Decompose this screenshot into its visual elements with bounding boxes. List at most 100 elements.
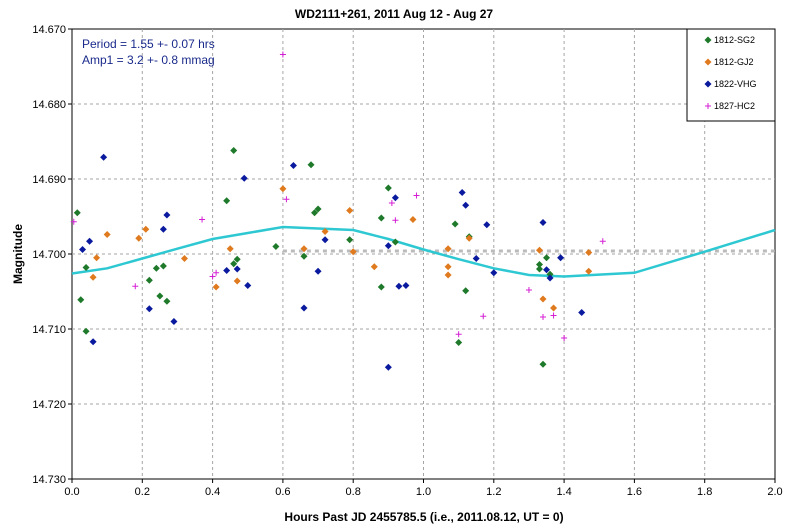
data-point-1812-gj2 <box>535 246 543 254</box>
data-point-1822-vhg <box>100 153 108 161</box>
data-point-1827-hc2 <box>70 218 77 225</box>
fit-curve-line <box>71 225 776 278</box>
data-point-1812-sg2 <box>82 264 90 271</box>
data-point-1812-gj2 <box>346 207 354 214</box>
series-1812-gj2 <box>89 185 593 312</box>
data-point-1822-vhg <box>244 282 252 289</box>
data-point-1812-sg2 <box>377 283 385 291</box>
data-point-1812-sg2 <box>159 262 167 270</box>
data-point-1827-hc2 <box>540 314 547 320</box>
data-point-1812-sg2 <box>230 260 238 268</box>
legend-marker-1812-sg2 <box>704 36 712 44</box>
data-point-1812-sg2 <box>223 197 231 205</box>
data-point-1822-vhg <box>86 237 94 245</box>
data-point-1822-vhg <box>314 267 322 275</box>
data-point-1812-sg2 <box>163 297 171 305</box>
data-point-1822-vhg <box>289 162 297 169</box>
data-point-1822-vhg <box>490 269 498 277</box>
data-point-1812-sg2 <box>543 254 551 262</box>
data-point-1827-hc2 <box>480 313 487 320</box>
data-point-1822-vhg <box>395 282 403 290</box>
data-point-1812-sg2 <box>311 209 319 217</box>
data-point-1812-sg2 <box>535 261 543 268</box>
data-point-1822-vhg <box>145 305 153 313</box>
x-tick-label: 1.6 <box>627 486 642 498</box>
data-point-1822-vhg <box>170 318 178 325</box>
legend-marker-1812-gj2 <box>704 58 712 66</box>
data-point-1822-vhg <box>240 174 248 182</box>
amplitude-annotation: Amp1 = 3.2 +- 0.8 mmag <box>82 53 215 67</box>
data-point-1812-gj2 <box>321 228 329 235</box>
data-point-1812-gj2 <box>226 245 234 253</box>
data-point-1822-vhg <box>391 194 399 202</box>
x-tick-label: 0.0 <box>64 486 79 498</box>
data-point-1827-hc2 <box>213 269 220 276</box>
legend-marker-1827-hc2 <box>705 103 711 109</box>
series-1827-hc2 <box>70 51 606 341</box>
data-point-1812-gj2 <box>370 263 378 271</box>
y-tick-label: 14.680 <box>32 99 66 111</box>
x-tick-label: 2.0 <box>767 486 782 498</box>
data-point-1812-sg2 <box>535 265 543 273</box>
data-point-1812-sg2 <box>82 327 90 335</box>
data-point-1812-sg2 <box>455 339 463 346</box>
data-point-1822-vhg <box>462 201 470 209</box>
data-point-1812-gj2 <box>539 295 547 303</box>
y-tick-label: 14.700 <box>32 249 66 261</box>
data-point-1827-hc2 <box>199 216 206 223</box>
data-point-1822-vhg <box>321 236 329 244</box>
period-annotation: Period = 1.55 +- 0.07 hrs <box>82 37 215 51</box>
data-point-1812-gj2 <box>279 185 287 193</box>
data-point-1812-gj2 <box>585 267 593 275</box>
data-point-1822-vhg <box>384 363 392 371</box>
legend-box <box>686 28 776 122</box>
data-point-1812-gj2 <box>465 234 473 242</box>
data-point-1822-vhg <box>539 219 547 226</box>
data-point-1812-gj2 <box>212 283 220 291</box>
data-point-1827-hc2 <box>209 273 216 280</box>
data-point-1827-hc2 <box>283 196 290 203</box>
data-point-1822-vhg <box>384 242 392 250</box>
data-point-1812-sg2 <box>272 243 280 250</box>
chart-title: WD2111+261, 2011 Aug 12 - Aug 27 <box>295 7 494 21</box>
data-point-1812-sg2 <box>314 205 322 213</box>
x-tick-label: 0.4 <box>205 486 220 498</box>
data-point-1822-vhg <box>557 254 565 262</box>
data-point-1812-gj2 <box>444 263 452 271</box>
data-point-1812-gj2 <box>444 271 452 279</box>
y-tick-label: 14.710 <box>32 324 66 336</box>
y-axis-label: Magnitude <box>11 224 25 284</box>
data-point-1822-vhg <box>163 211 171 219</box>
x-tick-label: 0.6 <box>275 486 290 498</box>
data-point-1812-sg2 <box>377 214 385 222</box>
data-point-1812-sg2 <box>391 238 399 246</box>
data-point-1812-sg2 <box>152 264 160 272</box>
data-point-1822-vhg <box>233 265 241 273</box>
legend-label-1812-sg2: 1812-SG2 <box>714 35 755 45</box>
y-tick-label: 14.670 <box>32 24 66 36</box>
data-point-1822-vhg <box>458 189 466 196</box>
data-point-1827-hc2 <box>599 238 606 245</box>
fit-curve <box>71 225 776 278</box>
x-tick-label: 0.2 <box>135 486 150 498</box>
x-tick-label: 1.4 <box>556 486 571 498</box>
y-tick-label: 14.690 <box>32 174 66 186</box>
data-point-1822-vhg <box>472 255 480 262</box>
data-point-1812-gj2 <box>349 248 357 256</box>
data-point-1822-vhg <box>483 221 491 229</box>
data-point-1812-sg2 <box>451 220 459 228</box>
y-tick-label: 14.720 <box>32 399 66 411</box>
data-point-1822-vhg <box>402 282 410 289</box>
legend: 1812-SG2 1812-GJ2 1822-VHG 1827-HC2 <box>686 28 776 122</box>
data-point-1812-sg2 <box>230 147 238 154</box>
data-point-1812-gj2 <box>89 273 97 281</box>
legend-marker-1822-vhg <box>704 80 712 88</box>
series-1822-vhg <box>79 153 586 371</box>
x-tick-label: 1.2 <box>486 486 501 498</box>
data-point-1812-gj2 <box>550 304 558 312</box>
data-point-1812-gj2 <box>233 277 241 285</box>
x-tick-label: 0.8 <box>346 486 361 498</box>
data-point-1812-sg2 <box>307 161 315 169</box>
legend-items: 1812-SG2 1812-GJ2 1822-VHG 1827-HC2 <box>704 35 757 111</box>
